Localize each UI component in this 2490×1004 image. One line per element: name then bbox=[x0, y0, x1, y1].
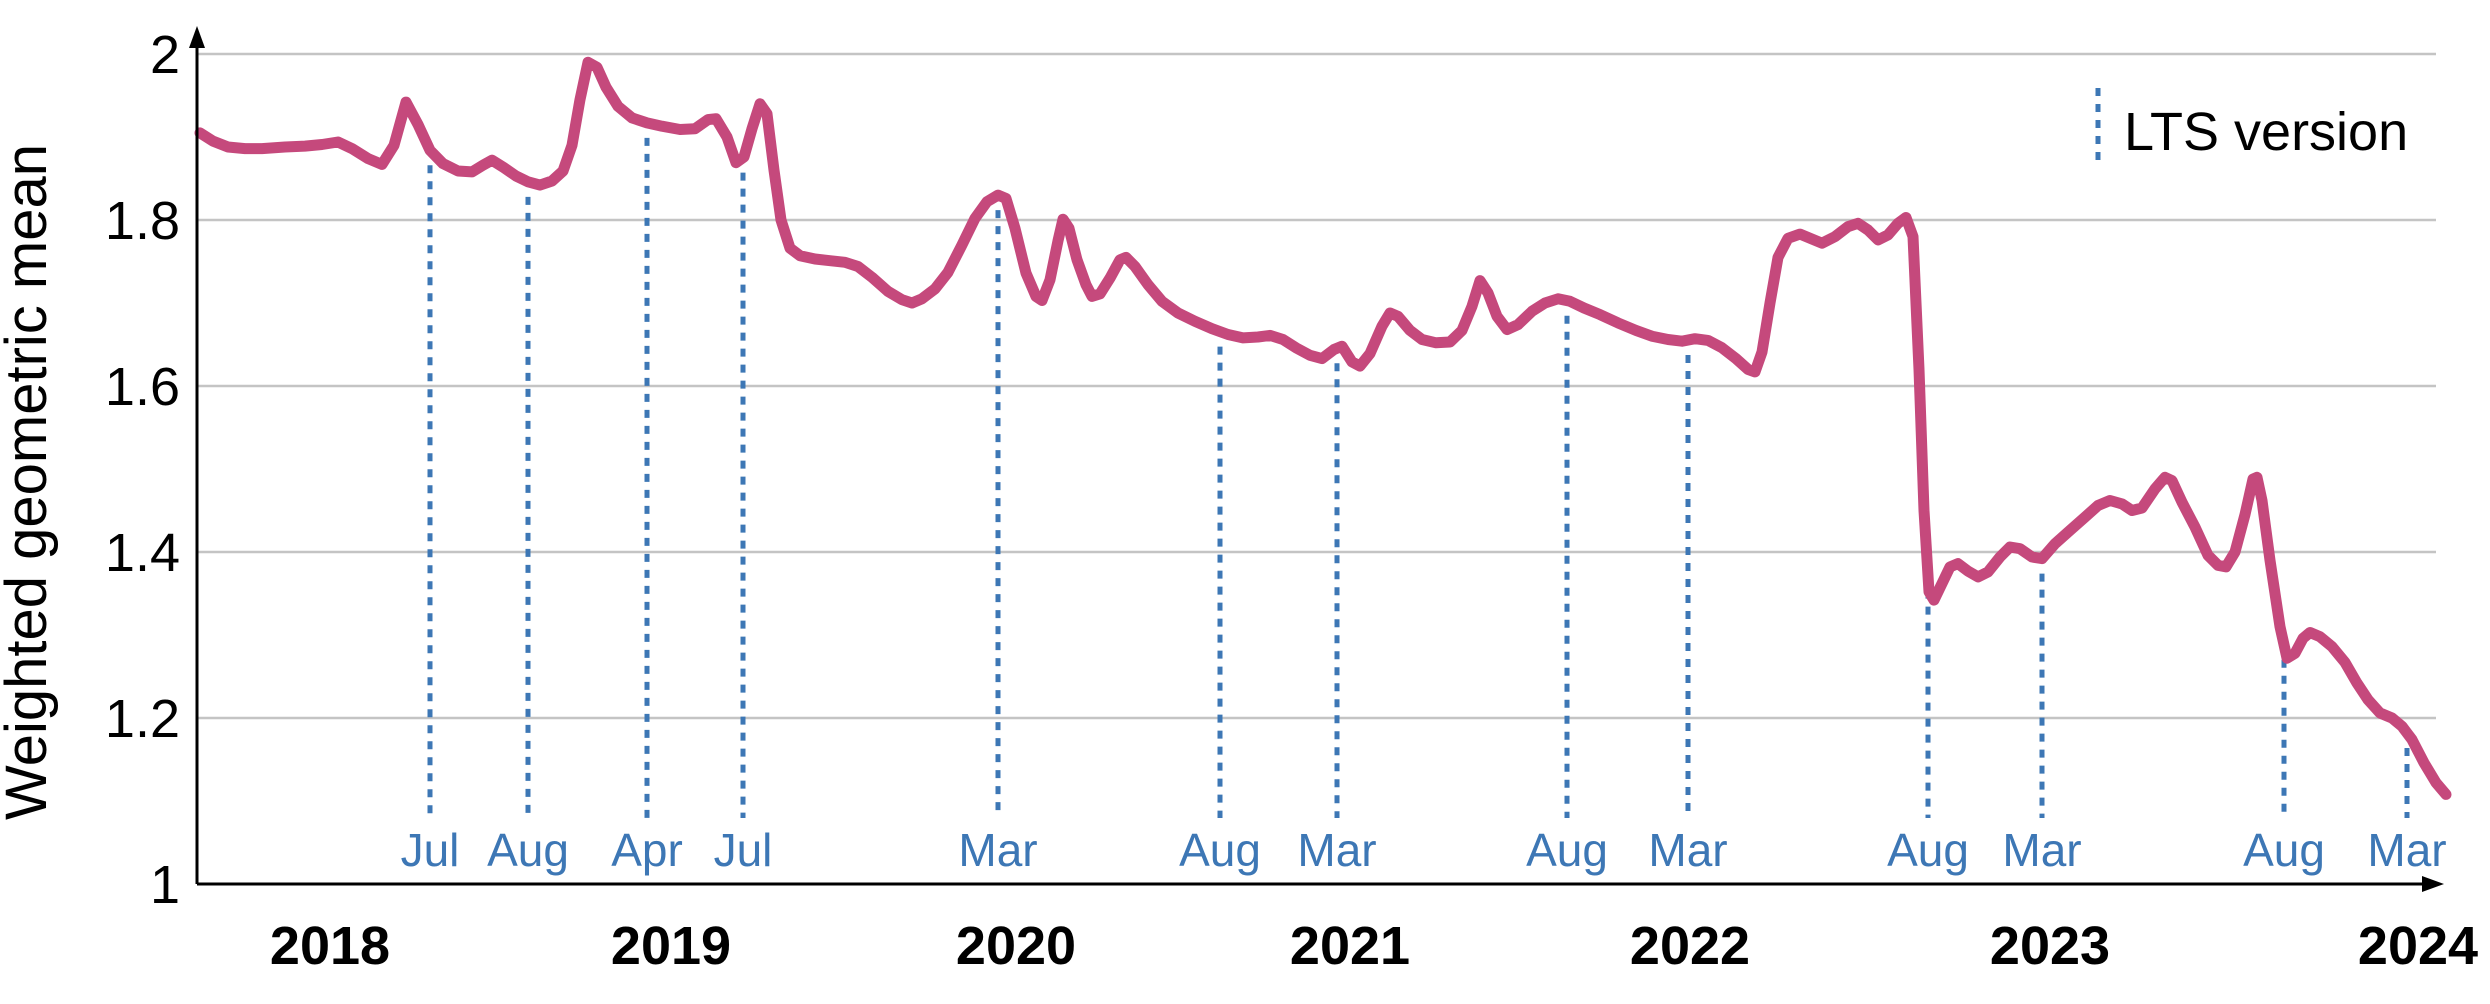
lts-month-label: Mar bbox=[1297, 824, 1376, 876]
lts-month-label: Apr bbox=[611, 824, 683, 876]
lts-month-label: Mar bbox=[958, 824, 1037, 876]
lts-month-label: Jul bbox=[401, 824, 460, 876]
axis-labels: Jul Aug Apr Jul Mar Aug Mar Aug Mar Aug Mar Aug Mar 2… bbox=[105, 25, 2478, 976]
y-tick-label: 1.2 bbox=[105, 689, 180, 749]
x-axis-arrow-icon bbox=[2422, 876, 2444, 892]
legend-label: LTS version bbox=[2124, 102, 2408, 162]
lts-month-label: Mar bbox=[1648, 824, 1727, 876]
x-year-label: 2020 bbox=[956, 916, 1076, 976]
lts-version-markers bbox=[427, 137, 2410, 818]
y-tick-label: 1.8 bbox=[105, 191, 180, 251]
x-year-label: 2018 bbox=[270, 916, 390, 976]
lts-month-label: Mar bbox=[2367, 824, 2446, 876]
series-line bbox=[194, 56, 2452, 800]
x-axis bbox=[197, 876, 2444, 892]
lts-month-label: Mar bbox=[2002, 824, 2081, 876]
legend: LTS version bbox=[2095, 88, 2408, 166]
y-tick-label: 1.4 bbox=[105, 523, 180, 583]
x-year-label: 2024 bbox=[2358, 916, 2478, 976]
x-year-label: 2022 bbox=[1630, 916, 1750, 976]
lts-month-label: Aug bbox=[487, 824, 569, 876]
y-tick-label: 1.6 bbox=[105, 357, 180, 417]
y-tick-label: 2 bbox=[150, 25, 180, 85]
data-series bbox=[194, 56, 2452, 800]
gridlines bbox=[197, 52, 2436, 720]
lts-month-label: Jul bbox=[714, 824, 773, 876]
x-year-label: 2023 bbox=[1990, 916, 2110, 976]
y-axis bbox=[189, 26, 205, 884]
y-axis-arrow-icon bbox=[189, 26, 205, 48]
x-year-label: 2019 bbox=[611, 916, 731, 976]
lts-month-label: Aug bbox=[2243, 824, 2325, 876]
lts-month-label: Aug bbox=[1526, 824, 1608, 876]
y-tick-label: 1 bbox=[150, 855, 180, 915]
lts-month-label: Aug bbox=[1179, 824, 1261, 876]
y-axis-title: Weighted geometric mean bbox=[0, 144, 59, 820]
x-year-label: 2021 bbox=[1290, 916, 1410, 976]
lts-month-label: Aug bbox=[1887, 824, 1969, 876]
